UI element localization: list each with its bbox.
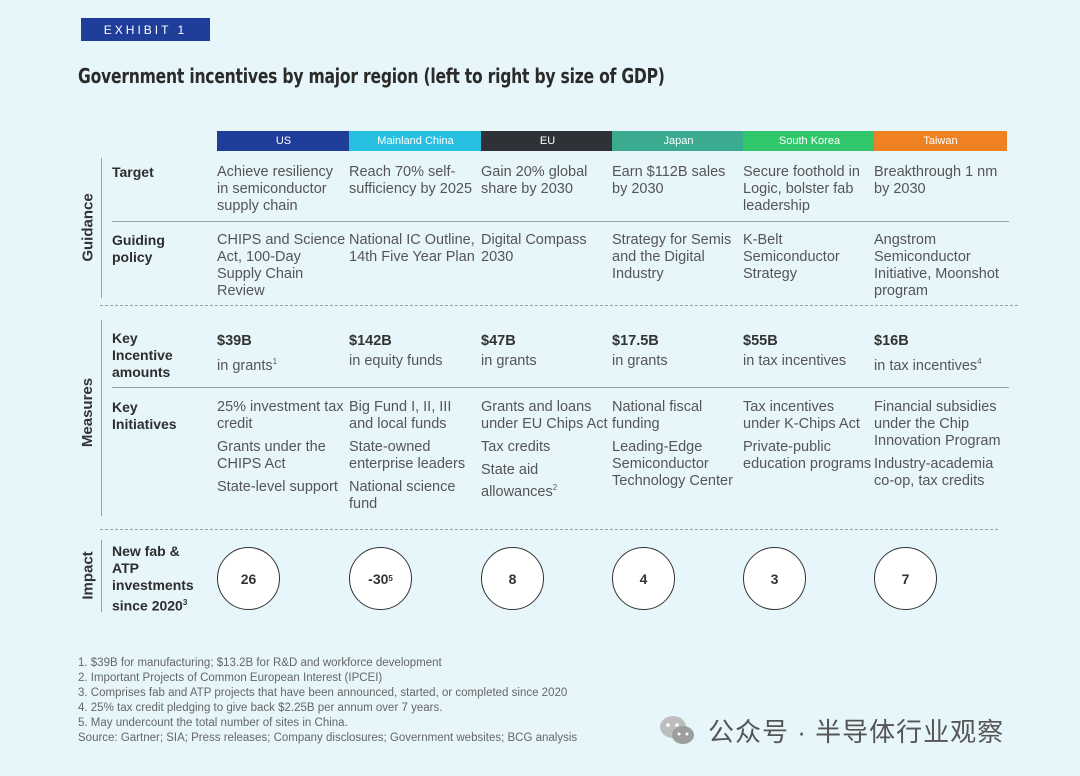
- row-label-initiatives: Key Initiatives: [112, 399, 177, 432]
- target-cell: Reach 70% self-sufficiency by 2025: [349, 164, 473, 197]
- amount-desc: in tax incentives: [874, 357, 978, 374]
- footnote-ref: 4: [977, 357, 982, 366]
- row-label-amounts: Key Incentive amounts: [112, 330, 173, 380]
- initiative-item: State-level support: [217, 479, 338, 495]
- guidance-vertical-line: [101, 158, 102, 298]
- impact-circle: 7: [874, 547, 937, 610]
- impact-circle: -30 5: [349, 547, 412, 610]
- initiatives-cell: Financial subsidies under the Chip Innov…: [874, 399, 1004, 496]
- amount-desc: in equity funds: [349, 353, 443, 369]
- footnote-line: 3. Comprises fab and ATP projects that h…: [78, 687, 568, 699]
- footnote-line: Source: Gartner; SIA; Press releases; Co…: [78, 732, 578, 744]
- amount-cell: $16B in tax incentives4: [874, 333, 1004, 375]
- initiatives-cell: Grants and loans under EU Chips Act Tax c…: [481, 399, 611, 507]
- wechat-icon: [660, 715, 694, 744]
- footnote-line: 4. 25% tax credit pledging to give back …: [78, 702, 443, 714]
- watermark: 公众号 · 半导体行业观察: [658, 712, 1004, 749]
- section-label-guidance: Guidance: [79, 193, 97, 262]
- policy-cell: Strategy for Semis and the Digital Indus…: [612, 232, 732, 282]
- amount-cell: $17.5B in grants: [612, 333, 742, 370]
- row-label-target: Target: [112, 164, 154, 180]
- measures-vertical-line: [101, 320, 102, 516]
- initiative-item: Industry-academia co-op, tax credits: [874, 456, 994, 489]
- region-header-japan: Japan: [612, 131, 745, 151]
- initiative-item: Tax incentives under K-Chips Act: [743, 399, 860, 432]
- target-cell: Earn $112B sales by 2030: [612, 164, 726, 197]
- amount-cell: $39B in grants1: [217, 333, 347, 375]
- region-header-eu: EU: [481, 131, 614, 151]
- initiative-item: National fiscal funding: [612, 399, 703, 432]
- amount-cell: $47B in grants: [481, 333, 611, 370]
- row-label-policy: Guiding policy: [112, 232, 165, 265]
- footnotes: 1. $39B for manufacturing; $13.2B for R&…: [78, 656, 577, 746]
- footnote-ref: 1: [272, 357, 278, 366]
- initiative-item: State aid allowances2: [481, 462, 558, 500]
- initiative-item: Big Fund I, II, III and local funds: [349, 399, 452, 432]
- initiative-item: Grants under the CHIPS Act: [217, 439, 326, 472]
- separator-target-policy: [112, 221, 1009, 222]
- amount-desc: in tax incentives: [743, 353, 847, 369]
- amount-value: $16B: [874, 333, 909, 349]
- exhibit-tag: EXHIBIT 1: [81, 18, 210, 41]
- region-header-taiwan: Taiwan: [874, 131, 1007, 151]
- initiative-item: Tax credits: [481, 439, 551, 455]
- footnote-line: 1. $39B for manufacturing; $13.2B for R&…: [78, 657, 442, 669]
- page-title: Government incentives by major region (l…: [78, 64, 665, 88]
- impact-circle: 8: [481, 547, 544, 610]
- initiatives-cell: Big Fund I, II, III and local funds State…: [349, 399, 479, 519]
- impact-circle: 4: [612, 547, 675, 610]
- section-label-impact: Impact: [79, 550, 97, 600]
- policy-cell: Angstrom Semiconductor Initiative, Moons…: [874, 232, 999, 299]
- initiative-item: Financial subsidies under the Chip Innov…: [874, 399, 1001, 449]
- footnote-line: 5. May undercount the total number of si…: [78, 717, 348, 729]
- policy-cell: CHIPS and Science Act, 100-Day Supply Ch…: [217, 232, 346, 299]
- target-cell: Gain 20% global share by 2030: [481, 164, 588, 197]
- amount-value: $47B: [481, 333, 516, 349]
- amount-desc: in grants: [612, 353, 668, 369]
- amount-desc: in grants: [481, 353, 537, 369]
- target-cell: Secure foothold in Logic, bolster fab le…: [743, 164, 860, 214]
- row-label-impact: New fab & ATP investments since 20203: [112, 543, 194, 614]
- amount-cell: $55B in tax incentives: [743, 333, 873, 370]
- impact-vertical-line: [101, 540, 102, 612]
- separator-measures-impact: [100, 529, 998, 530]
- initiative-item: 25% investment tax credit: [217, 399, 344, 432]
- impact-circle: 3: [743, 547, 806, 610]
- watermark-text: 公众号 · 半导体行业观察: [708, 717, 1005, 747]
- amount-value: $55B: [743, 333, 778, 349]
- target-cell: Breakthrough 1 nm by 2030: [874, 164, 998, 197]
- initiative-item: Private-public education programs: [743, 439, 872, 472]
- amount-cell: $142B in equity funds: [349, 333, 479, 370]
- initiative-item: Leading-Edge Semiconductor Technology Ce…: [612, 439, 733, 489]
- amount-desc: in grants: [217, 357, 273, 374]
- amount-value: $142B: [349, 333, 392, 349]
- region-header-us: US: [217, 131, 350, 151]
- separator-amounts-initiatives: [112, 387, 1009, 388]
- initiatives-cell: 25% investment tax credit Grants under th…: [217, 399, 347, 502]
- separator-guidance-measures: [100, 305, 1018, 306]
- target-cell: Achieve resiliency in semiconductor supp…: [217, 164, 334, 214]
- amount-value: $17.5B: [612, 333, 659, 349]
- region-header-south-korea: South Korea: [743, 131, 876, 151]
- initiative-item: Grants and loans under EU Chips Act: [481, 399, 608, 432]
- initiatives-cell: Tax incentives under K-Chips Act Private-…: [743, 399, 873, 479]
- region-header-mainland-china: Mainland China: [349, 131, 482, 151]
- section-label-measures: Measures: [79, 377, 97, 448]
- footnote-ref: 2: [552, 483, 558, 492]
- policy-cell: National IC Outline, 14th Five Year Plan: [349, 232, 475, 265]
- footnote-line: 2. Important Projects of Common European…: [78, 672, 383, 684]
- amount-value: $39B: [217, 333, 252, 349]
- initiative-item: National science fund: [349, 479, 456, 512]
- policy-cell: Digital Compass 2030: [481, 232, 587, 265]
- initiative-item: State-owned enterprise leaders: [349, 439, 466, 472]
- policy-cell: K-Belt Semiconductor Strategy: [743, 232, 840, 282]
- initiatives-cell: National fiscal funding Leading-Edge Semi…: [612, 399, 742, 496]
- impact-circle: 26: [217, 547, 280, 610]
